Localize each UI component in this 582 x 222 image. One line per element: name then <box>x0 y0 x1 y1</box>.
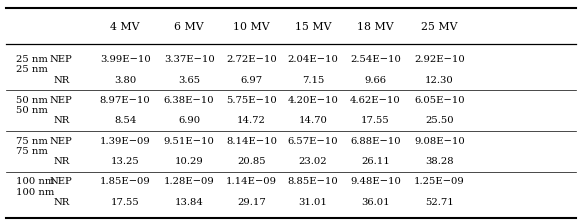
Text: 4.20E−10: 4.20E−10 <box>288 96 339 105</box>
Text: 25 MV: 25 MV <box>421 22 457 32</box>
Text: 4.62E−10: 4.62E−10 <box>350 96 401 105</box>
Text: 9.66: 9.66 <box>364 75 386 85</box>
Text: 17.55: 17.55 <box>111 198 140 207</box>
Text: NR: NR <box>53 75 69 85</box>
Text: 9.48E−10: 9.48E−10 <box>350 177 401 186</box>
Text: 1.14E−09: 1.14E−09 <box>226 177 277 186</box>
Text: 6.38E−10: 6.38E−10 <box>164 96 214 105</box>
Text: 5.75E−10: 5.75E−10 <box>226 96 277 105</box>
Text: 29.17: 29.17 <box>237 198 266 207</box>
Text: 6.90: 6.90 <box>178 116 200 125</box>
Text: 10.29: 10.29 <box>175 157 204 166</box>
Text: 31.01: 31.01 <box>299 198 328 207</box>
Text: NEP: NEP <box>49 55 73 64</box>
Text: 50 nm: 50 nm <box>16 106 48 115</box>
Text: 10 MV: 10 MV <box>233 22 269 32</box>
Text: 8.54: 8.54 <box>114 116 136 125</box>
Text: 20.85: 20.85 <box>237 157 266 166</box>
Text: 75 nm: 75 nm <box>16 137 48 146</box>
Text: 18 MV: 18 MV <box>357 22 393 32</box>
Text: 8.14E−10: 8.14E−10 <box>226 137 277 146</box>
Text: 2.04E−10: 2.04E−10 <box>288 55 339 64</box>
Text: 14.72: 14.72 <box>237 116 266 125</box>
Text: 75 nm: 75 nm <box>16 147 48 156</box>
Text: 25 nm: 25 nm <box>16 55 48 64</box>
Text: 15 MV: 15 MV <box>295 22 331 32</box>
Text: 6.97: 6.97 <box>240 75 262 85</box>
Text: 6.88E−10: 6.88E−10 <box>350 137 400 146</box>
Text: 8.97E−10: 8.97E−10 <box>100 96 151 105</box>
Text: 13.84: 13.84 <box>175 198 204 207</box>
Text: 23.02: 23.02 <box>299 157 328 166</box>
Text: 36.01: 36.01 <box>361 198 390 207</box>
Text: 100 nm: 100 nm <box>16 177 55 186</box>
Text: 100 nm: 100 nm <box>16 188 55 197</box>
Text: 1.85E−09: 1.85E−09 <box>100 177 151 186</box>
Text: 17.55: 17.55 <box>361 116 390 125</box>
Text: 50 nm: 50 nm <box>16 96 48 105</box>
Text: 6.57E−10: 6.57E−10 <box>288 137 338 146</box>
Text: 12.30: 12.30 <box>425 75 454 85</box>
Text: NEP: NEP <box>49 96 73 105</box>
Text: NEP: NEP <box>49 137 73 146</box>
Text: 1.28E−09: 1.28E−09 <box>164 177 215 186</box>
Text: 2.92E−10: 2.92E−10 <box>414 55 465 64</box>
Text: 26.11: 26.11 <box>361 157 390 166</box>
Text: 38.28: 38.28 <box>425 157 454 166</box>
Text: 13.25: 13.25 <box>111 157 140 166</box>
Text: 25.50: 25.50 <box>425 116 454 125</box>
Text: 3.80: 3.80 <box>114 75 136 85</box>
Text: NEP: NEP <box>49 177 73 186</box>
Text: 25 nm: 25 nm <box>16 65 48 74</box>
Text: 3.65: 3.65 <box>178 75 200 85</box>
Text: NR: NR <box>53 198 69 207</box>
Text: 9.51E−10: 9.51E−10 <box>164 137 215 146</box>
Text: 14.70: 14.70 <box>299 116 328 125</box>
Text: NR: NR <box>53 116 69 125</box>
Text: 2.72E−10: 2.72E−10 <box>226 55 277 64</box>
Text: 4 MV: 4 MV <box>111 22 140 32</box>
Text: 9.08E−10: 9.08E−10 <box>414 137 465 146</box>
Text: NR: NR <box>53 157 69 166</box>
Text: 52.71: 52.71 <box>425 198 454 207</box>
Text: 2.54E−10: 2.54E−10 <box>350 55 401 64</box>
Text: 6 MV: 6 MV <box>175 22 204 32</box>
Text: 6.05E−10: 6.05E−10 <box>414 96 464 105</box>
Text: 3.37E−10: 3.37E−10 <box>164 55 215 64</box>
Text: 8.85E−10: 8.85E−10 <box>288 177 339 186</box>
Text: 1.39E−09: 1.39E−09 <box>100 137 151 146</box>
Text: 7.15: 7.15 <box>302 75 324 85</box>
Text: 1.25E−09: 1.25E−09 <box>414 177 465 186</box>
Text: 3.99E−10: 3.99E−10 <box>100 55 151 64</box>
